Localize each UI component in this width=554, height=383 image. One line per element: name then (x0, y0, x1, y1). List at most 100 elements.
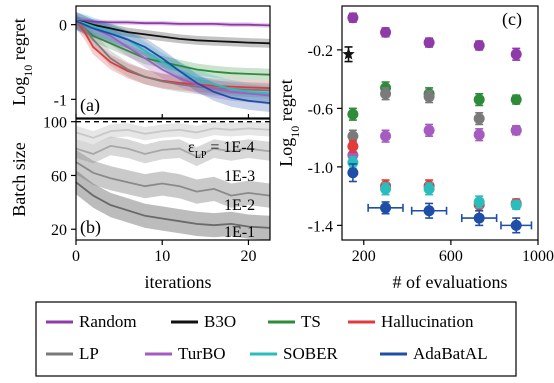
line-b-1e-4 (76, 127, 270, 139)
c-xtick-label-1: 600 (439, 248, 463, 265)
panel-a-label: (a) (80, 95, 100, 116)
b-ytick-label-2: 20 (51, 222, 67, 239)
point-c-sober-4-marker (510, 199, 522, 211)
legend-label-turbo: TurBO (178, 344, 226, 363)
label-b-1e-3: 1E-3 (224, 168, 255, 185)
point-c-b3o-0-marker (342, 47, 355, 60)
legend-label-b3o: B3O (204, 312, 236, 331)
band-a-sober (76, 12, 270, 103)
point-c-sober-1 (380, 182, 392, 196)
c-xtick-label-0: 200 (352, 248, 376, 265)
band-b-1e-2 (76, 149, 270, 208)
panel-b-xlabel: iterations (145, 272, 212, 292)
legend-label-random: Random (79, 312, 137, 331)
line-b-1e-2 (76, 161, 270, 197)
panel-b-ylabel: Batch size (9, 142, 29, 216)
a-ytick-label-1: -1 (54, 92, 67, 109)
panel-a-ylabel: Log10 regret (9, 18, 35, 105)
point-c-adabatal-4 (500, 217, 533, 234)
point-c-turbo-2-marker (423, 124, 435, 136)
b-xtick-label-0: 0 (72, 248, 80, 265)
band-b-1e-3 (76, 136, 270, 167)
line-b-1e-3 (76, 144, 270, 158)
legend-frame (35, 301, 517, 377)
band-a-turbo (76, 12, 270, 105)
a-ytick-label-0: 0 (59, 18, 67, 35)
b-ytick-label-0: 100 (43, 115, 67, 132)
band-b-1e-1 (76, 170, 270, 240)
point-c-lp-0-marker (347, 130, 359, 142)
panel-c-regret-vs-evaluations: -0.2 -0.6 -1.0 -1.4 200 600 1000 # of evaluatio… (276, 5, 554, 292)
point-c-b3o-0 (342, 46, 355, 63)
point-c-ts-3-marker (473, 94, 485, 106)
panel-c-ylabel-sub: 10 (288, 126, 302, 138)
panel-c-xlabel: # of evaluations (393, 272, 508, 292)
point-c-sober-4 (510, 199, 522, 211)
point-c-random-4-marker (510, 48, 522, 60)
panel-c-frame (341, 5, 539, 241)
point-c-random-1 (380, 26, 392, 38)
point-c-random-3 (473, 39, 485, 51)
label-b-epsilon: ε (188, 139, 195, 156)
panel-a-ylabel-main: Log (9, 77, 29, 106)
point-c-adabatal-3 (460, 209, 498, 227)
point-c-lp-1-marker (380, 88, 392, 100)
panel-c-ylabel-rest: regret (276, 79, 296, 125)
label-b-epsilon-sub: LP (195, 150, 207, 161)
point-c-turbo-3 (473, 128, 485, 142)
panel-c-ylabel-main: Log (276, 138, 296, 167)
label-b-1e-4: εLP = 1E-4 (188, 139, 255, 161)
label-b-epsilon-value: = 1E-4 (206, 139, 254, 156)
point-c-adabatal-0 (347, 163, 359, 183)
point-c-turbo-4 (510, 124, 522, 136)
b-xtick-label-1: 10 (154, 248, 170, 265)
label-b-1e-1: 1E-1 (224, 224, 255, 241)
legend-label-sober: SOBER (283, 344, 338, 363)
band-a-hallucination (76, 13, 270, 96)
legend-label-adabatal: AdaBatAL (413, 344, 488, 363)
point-c-turbo-1-marker (380, 130, 392, 142)
c-ytick-label-3: -1.4 (308, 218, 333, 235)
point-c-adabatal-4-marker (510, 219, 522, 231)
point-c-random-2-marker (423, 37, 435, 49)
point-c-sober-1-marker (380, 183, 392, 195)
legend-label-ts: TS (301, 312, 321, 331)
point-c-hallucination-0 (347, 139, 359, 154)
point-c-ts-3 (473, 92, 485, 107)
c-ytick-label-0: -0.2 (308, 43, 333, 60)
b-ytick-label-1: 60 (51, 168, 67, 185)
point-c-sober-0-marker (347, 156, 359, 168)
point-c-turbo-1 (380, 129, 392, 143)
point-c-random-0-marker (347, 12, 359, 24)
band-b-1e-4 (76, 121, 270, 145)
line-a-random (76, 20, 270, 27)
point-c-sober-2-marker (423, 183, 435, 195)
point-c-lp-2-marker (423, 91, 435, 103)
point-c-adabatal-2-marker (423, 205, 435, 217)
legend-label-hallucination: Hallucination (381, 312, 474, 331)
point-c-turbo-2 (423, 123, 435, 137)
line-b-1e-1 (76, 181, 270, 229)
panel-b-batch-size: 100 60 20 0 10 20 iterations Batch size (b) εLP =… (9, 115, 271, 292)
point-c-turbo-4-marker (510, 124, 522, 136)
line-a-sober (76, 20, 270, 95)
point-c-ts-0 (347, 107, 359, 121)
point-c-sober-2 (423, 182, 435, 196)
panel-a-regret-vs-iterations: 0 -1 (a) Log10 regret (9, 5, 271, 119)
point-c-ts-4 (510, 94, 522, 106)
point-c-adabatal-1-marker (380, 202, 392, 214)
point-c-random-3-marker (473, 39, 485, 51)
panel-b-label: (b) (80, 217, 101, 238)
c-ytick-label-1: -0.6 (308, 101, 333, 118)
point-c-lp-1 (380, 87, 392, 101)
panel-c-label: (c) (502, 9, 522, 30)
point-c-lp-3-marker (473, 113, 485, 125)
panel-a-ylabel-sub: 10 (21, 65, 35, 77)
panel-a-frame (75, 5, 271, 119)
point-c-sober-3-marker (473, 196, 485, 208)
legend: Random B3O TS Hallucination LP TurBO SOBER AdaB… (35, 301, 517, 377)
point-c-adabatal-1 (367, 201, 404, 215)
point-c-hallucination-0-marker (347, 140, 359, 152)
point-c-random-4 (510, 47, 522, 61)
line-a-b3o (76, 20, 270, 45)
